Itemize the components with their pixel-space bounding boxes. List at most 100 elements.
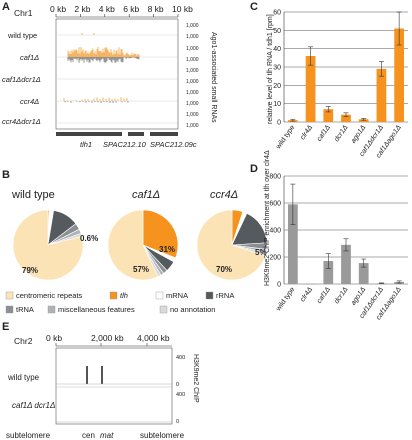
legend-swatch <box>159 305 168 314</box>
legend-swatch <box>5 305 14 314</box>
tracks-a <box>56 33 178 124</box>
panel-d: D H3K9me2 ChIP enrichment at tlh over cl… <box>250 150 408 321</box>
gene-bar-tlh1 <box>56 132 122 136</box>
legend-label: rRNA <box>216 291 234 300</box>
y-label-c: relative level of tlh RNA / tdh1 [rpm] <box>267 14 274 124</box>
row3-ymin: 1,000 <box>186 101 199 107</box>
chart-c-bar <box>376 68 387 122</box>
chart-d-ytick-label: 600 <box>269 201 281 208</box>
panel-b: B wild type caf1Δ ccr4Δ 79% 0.6% 57% 31%… <box>2 169 268 314</box>
panel-e: E Chr2 0 kb 2,000 kb 4,000 kb wild type ca… <box>2 321 199 440</box>
pie2-other-pct: 5% <box>255 248 267 257</box>
track-frame-e <box>55 347 173 425</box>
chart-d: 0 200 400 600 800 wild type clr4Δ caf1Δ dcr1Δ ago… <box>269 174 408 321</box>
chart-c-x-label: ago1Δ <box>350 124 368 145</box>
chart-c-bar <box>394 28 405 122</box>
chart-c-ytick-label: 30 <box>273 65 281 72</box>
pie1-main-pct: 57% <box>133 265 149 274</box>
track-frame-a <box>55 18 179 130</box>
legend-swatch <box>47 305 56 314</box>
y-label-a: Ago1-associated small RNAs <box>210 32 217 123</box>
scale-label-a: 4 kb <box>99 4 115 14</box>
chart-d-bar <box>287 204 298 284</box>
chart-c-bar <box>323 109 334 122</box>
bottom-subtelomere-left: subtelomere <box>6 431 51 440</box>
panel-a: A Chr1 0 kb 2 kb 4 kb 6 kb 8 kb 10 kb wild ty… <box>2 1 217 149</box>
e-row0-ymax: 400 <box>176 355 185 361</box>
legend-label: tlh <box>120 291 128 300</box>
bottom-mat: mat <box>100 431 114 440</box>
legend-label: centromeric repeats <box>16 291 83 300</box>
pies <box>12 209 268 281</box>
chart-c-x-label: caf1Δ <box>316 124 332 143</box>
chart-c-ytick-label: 10 <box>273 101 281 108</box>
row0-ymax: 1,000 <box>186 23 199 29</box>
chart-c-x-label: dcr1Δ <box>333 124 349 143</box>
row0-ymin: 1,000 <box>186 34 199 40</box>
row2-ymin: 1,000 <box>186 79 199 85</box>
row4-ymin: 1,000 <box>186 123 199 129</box>
chart-d-x-label: wild type <box>275 286 297 313</box>
chart-c-bar <box>341 114 351 122</box>
peak-wt-2 <box>101 366 103 384</box>
chart-c-ytick-label: 40 <box>273 46 281 53</box>
chart-d-x-label: clr4Δ <box>299 286 314 303</box>
pie2-main-pct: 70% <box>216 265 232 274</box>
bottom-cen: cen <box>82 431 95 440</box>
pie-slice <box>196 209 266 281</box>
row1-ymin: 1,000 <box>186 57 199 63</box>
chart-c: 0 10 20 30 40 50 60 wild type clr4Δ caf1Δ dcr1Δ ago… <box>273 10 408 159</box>
pie0-other-pct: 0.6% <box>80 234 98 243</box>
scale-label-a: 8 kb <box>148 4 164 14</box>
scale-ticks-a: 0 kb 2 kb 4 kb 6 kb 8 kb 10 kb <box>50 4 193 17</box>
chart-c-x-label: wild type <box>275 124 297 151</box>
panel-letter-e: E <box>2 321 9 333</box>
row-label-e-wild-type: wild type <box>7 373 40 382</box>
pie-title-wild-type: wild type <box>11 189 55 201</box>
chart-d-ytick-label: 400 <box>269 228 281 235</box>
chart-d-ytick-label: 0 <box>277 282 281 289</box>
chr-label-a: Chr1 <box>14 8 33 18</box>
chart-c-ytick-label: 20 <box>273 83 281 90</box>
row-label-wild-type: wild type <box>7 31 37 40</box>
chart-d-ytick-label: 800 <box>269 174 281 181</box>
chart-c-ytick-label: 50 <box>273 28 281 35</box>
pie0-main-pct: 79% <box>22 266 38 275</box>
scale-label-a: 2 kb <box>74 4 90 14</box>
panel-letter-a: A <box>2 1 10 13</box>
pie-slice <box>142 209 179 259</box>
chart-c-ytick-label: 0 <box>277 120 281 127</box>
bottom-subtelomere-right: subtelomere <box>140 431 185 440</box>
scale-label-a: 0 kb <box>50 4 66 14</box>
e-row1-ymax: 400 <box>176 392 185 398</box>
pie-slice <box>107 209 159 281</box>
chart-c-x-label: clr4Δ <box>299 124 314 141</box>
gene-label-tlh1: tlh1 <box>80 140 92 149</box>
gene-bar-spac212-10 <box>128 132 144 136</box>
row4-ymax: 1,000 <box>186 112 199 118</box>
legend-swatch <box>109 291 118 300</box>
y-scale-labels-a: 1,000 1,000 1,000 1,000 1,000 1,000 1,00… <box>186 23 199 129</box>
chart-d-ytick-label: 200 <box>269 255 281 262</box>
scale-label-e: 0 kb <box>46 333 62 343</box>
legend-swatch <box>205 291 214 300</box>
gene-label-spac212-10: SPAC212.10 <box>103 140 147 149</box>
chart-d-bar <box>305 284 316 285</box>
scale-ticks-e: 0 kb 2,000 kb 4,000 kb <box>46 333 170 346</box>
gene-bar-spac212-09c <box>150 132 178 136</box>
legend-label: miscellaneous features <box>58 305 135 314</box>
chart-c-bar <box>358 119 369 122</box>
legend-b: centromeric repeats tlh mRNA rRNA tRNA miscel… <box>5 291 234 314</box>
legend-label: no annotation <box>170 305 215 314</box>
pie-title-ccr4: ccr4Δ <box>210 189 238 201</box>
pie-slice <box>12 209 84 281</box>
pie-title-caf1: caf1Δ <box>132 189 160 201</box>
row2-ymax: 1,000 <box>186 68 199 74</box>
scale-label-e: 2,000 kb <box>91 333 124 343</box>
chart-d-bar <box>323 261 334 284</box>
legend-swatch <box>5 291 14 300</box>
pie1-other-pct: 31% <box>159 245 175 254</box>
row-label-ccr4: ccr4Δ <box>20 97 39 106</box>
gene-label-spac212-09c: SPAC212.09c <box>150 140 197 149</box>
